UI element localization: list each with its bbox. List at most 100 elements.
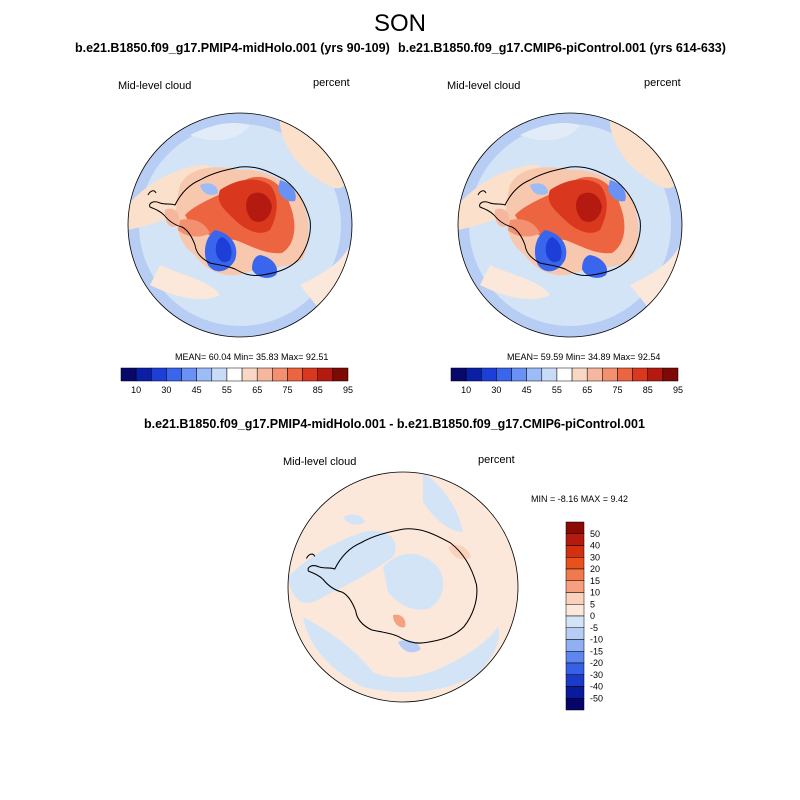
panel-1-colorbar-swatch <box>317 367 334 382</box>
panel-1-colorbar-swatch <box>181 367 197 382</box>
panel-1-colorbar-swatch <box>226 367 243 382</box>
panel-2-variable-label: Mid-level cloud <box>447 80 521 92</box>
panel-2-colorbar-swatch <box>481 367 497 382</box>
diff-colorbar-swatch <box>565 627 585 640</box>
panel-1-colorbar-swatch <box>272 367 288 382</box>
panel-2-colorbar-swatch <box>662 367 679 382</box>
diff-colorbar-swatch <box>565 674 585 687</box>
diff-colorbar-swatch <box>565 521 585 534</box>
panel-1-colorbar-swatch <box>151 367 167 382</box>
diff-colorbar-tick-label: -40 <box>590 682 603 692</box>
panel-2-colorbar-swatch <box>541 367 558 382</box>
panel-1-colorbar-tick-label: 75 <box>282 385 292 395</box>
diff-colorbar-tick-label: 10 <box>590 588 600 598</box>
panel-1-colorbar: 10 30 45 55 65 75 85 95 <box>120 367 353 395</box>
diff-colorbar-swatch <box>565 698 585 711</box>
diff-colorbar-swatch <box>565 662 585 675</box>
diff-panel-map-boundary <box>287 471 519 703</box>
panel-1-colorbar-swatch <box>302 367 318 382</box>
panel-1-units-label: percent <box>313 77 350 89</box>
diff-colorbar-swatch <box>565 545 585 558</box>
panel-2-colorbar-tick-label: 10 <box>461 385 471 395</box>
diff-colorbar-tick-label: -15 <box>590 646 603 656</box>
panel-1-colorbar-swatch <box>332 367 349 382</box>
panel-1-colorbar-tick-label: 95 <box>343 385 353 395</box>
diff-colorbar-tick-label: 40 <box>590 541 600 551</box>
diff-panel-title: b.e21.B1850.f09_g17.PMIP4-midHolo.001 - … <box>144 417 645 431</box>
panel-1-stats: MEAN= 60.04 Min= 35.83 Max= 92.51 <box>175 352 329 362</box>
diff-colorbar-tick-label: -20 <box>590 658 603 668</box>
diff-panel-variable-label: Mid-level cloud <box>283 456 357 468</box>
panel-2-colorbar-swatch <box>632 367 648 382</box>
panel-1-map-boundary <box>127 112 353 338</box>
panel-2-colorbar: 10 30 45 55 65 75 85 95 <box>450 367 683 395</box>
diff-colorbar-tick-label: -5 <box>590 623 598 633</box>
diff-colorbar-swatch <box>565 533 585 546</box>
panel-1-colorbar-tick-label: 55 <box>222 385 232 395</box>
panel-2-map-boundary <box>457 112 683 338</box>
panel-2-colorbar-tick-label: 75 <box>612 385 622 395</box>
diff-panel-stats: MIN = -8.16 MAX = 9.42 <box>531 494 629 504</box>
panel-1-colorbar-tick-label: 10 <box>131 385 141 395</box>
panel-2-colorbar-swatch <box>571 367 588 382</box>
diff-colorbar-swatch <box>565 615 585 628</box>
panel-1-colorbar-swatch <box>287 367 303 382</box>
panel-1-colorbar-tick-label: 30 <box>161 385 171 395</box>
panel-2-colorbar-swatch <box>556 367 573 382</box>
diff-colorbar-swatch <box>565 686 585 699</box>
panel-1-colorbar-swatch <box>135 367 152 382</box>
season-title: SON <box>373 10 426 37</box>
panel-2-stats: MEAN= 59.59 Min= 34.89 Max= 92.54 <box>507 352 661 362</box>
panel-2-colorbar-tick-label: 45 <box>522 385 532 395</box>
panel-1-colorbar-swatch <box>196 367 213 382</box>
diff-colorbar-tick-label: -10 <box>590 635 603 645</box>
panel-1-colorbar-swatch <box>166 367 182 382</box>
panel-2-colorbar-swatch <box>617 367 633 382</box>
panel-1-colorbar-swatch <box>256 367 273 382</box>
diff-colorbar-tick-label: 0 <box>590 611 595 621</box>
panel-2-colorbar-tick-label: 55 <box>552 385 562 395</box>
diff-panel-map <box>287 471 519 703</box>
panel-1-colorbar-tick-label: 85 <box>313 385 323 395</box>
panel-2-colorbar-tick-label: 95 <box>673 385 683 395</box>
panel-1-title: b.e21.B1850.f09_g17.PMIP4-midHolo.001 (y… <box>75 41 390 55</box>
diff-colorbar-tick-label: 30 <box>590 552 600 562</box>
panel-2-colorbar-swatch <box>602 367 618 382</box>
diff-colorbar-swatch <box>565 557 585 570</box>
panel-1-colorbar-swatch <box>211 367 228 382</box>
diff-colorbar-swatch <box>565 568 585 581</box>
panel-1-colorbar-tick-label: 65 <box>252 385 262 395</box>
panel-2-colorbar-swatch <box>526 367 543 382</box>
diff-colorbar-tick-label: -50 <box>590 693 603 703</box>
diff-colorbar-tick-label: 5 <box>590 599 595 609</box>
panel-2-colorbar-swatch <box>647 367 664 382</box>
panel-2-colorbar-swatch <box>496 367 512 382</box>
diff-colorbar-swatch <box>565 580 585 593</box>
panel-1-map <box>127 112 353 338</box>
diff-colorbar-swatch <box>565 592 585 605</box>
panel-2-colorbar-tick-label: 85 <box>643 385 653 395</box>
diff-panel-units-label: percent <box>478 454 515 466</box>
panel-2-map <box>457 112 683 338</box>
panel-2-title: b.e21.B1850.f09_g17.CMIP6-piControl.001 … <box>398 41 726 55</box>
panel-2-units-label: percent <box>644 77 681 89</box>
panel-2-colorbar-tick-label: 30 <box>491 385 501 395</box>
panel-2-colorbar-swatch <box>450 367 467 382</box>
panel-2-colorbar-swatch <box>465 367 482 382</box>
panel-2-colorbar-tick-label: 65 <box>582 385 592 395</box>
diff-colorbar-tick-label: 20 <box>590 564 600 574</box>
diff-colorbar-swatch <box>565 651 585 664</box>
diff-colorbar-tick-label: -30 <box>590 670 603 680</box>
panel-1-colorbar-swatch <box>241 367 258 382</box>
panel-1-variable-label: Mid-level cloud <box>118 80 192 92</box>
panel-1-colorbar-tick-label: 45 <box>192 385 202 395</box>
panel-2-colorbar-swatch <box>511 367 527 382</box>
diff-colorbar-tick-label: 50 <box>590 529 600 539</box>
panel-1-colorbar-swatch <box>120 367 137 382</box>
panel-2-colorbar-swatch <box>586 367 603 382</box>
diff-colorbar-tick-label: 15 <box>590 576 600 586</box>
diff-colorbar-swatch <box>565 604 585 617</box>
diff-colorbar-swatch <box>565 639 585 652</box>
